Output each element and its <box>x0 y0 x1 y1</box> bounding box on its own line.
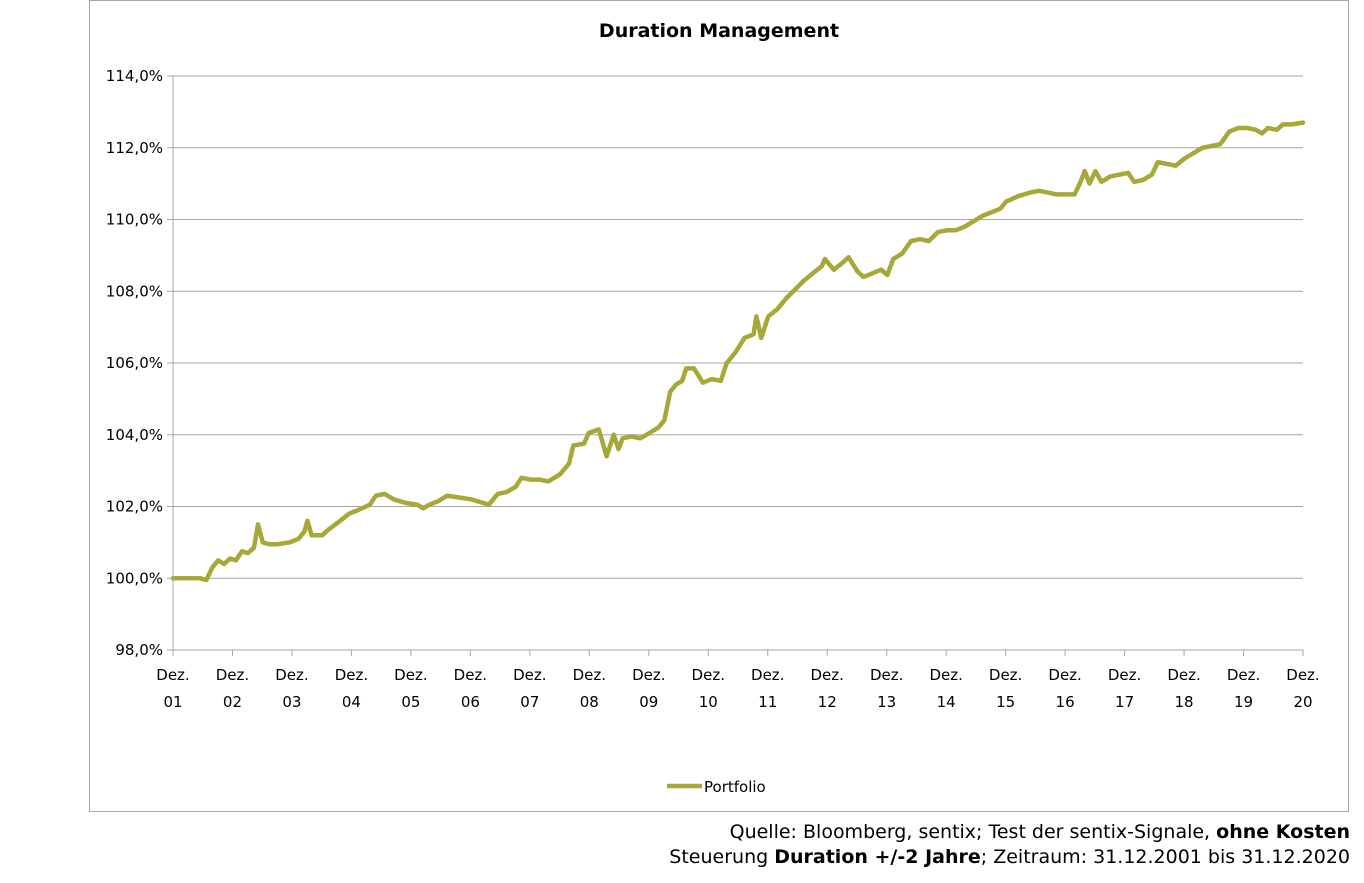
legend: Portfolio <box>667 778 766 796</box>
x-tick-label-year: 03 <box>282 693 301 711</box>
x-tick-label-month: Dez. <box>1286 666 1319 684</box>
y-tick-label: 108,0% <box>106 282 163 300</box>
x-tick-label-year: 20 <box>1293 693 1312 711</box>
y-tick-label: 106,0% <box>106 354 163 372</box>
x-tick-label-month: Dez. <box>1048 666 1081 684</box>
y-tick-label: 100,0% <box>106 569 163 587</box>
x-tick-label-month: Dez. <box>573 666 606 684</box>
series-layer <box>170 120 1306 583</box>
x-tick-label-month: Dez. <box>513 666 546 684</box>
x-tick-label-year: 09 <box>639 693 658 711</box>
y-tick-label: 104,0% <box>106 426 163 444</box>
y-tick-labels: 98,0% 100,0% 102,0% 104,0% 106,0% 108,0% 110,0… <box>106 67 163 659</box>
x-tick-label-year: 12 <box>818 693 837 711</box>
series-line-portfolio <box>170 120 1306 583</box>
x-tick-labels: Dez. 01 Dez. 02 Dez. 03 Dez. 04 Dez. 05 Dez. 06 Dez.… <box>156 666 1319 711</box>
axes <box>172 76 1304 656</box>
x-tick-label-month: Dez. <box>632 666 665 684</box>
line-chart: Duration Management 98,0% 100,0% 102,0% 104… <box>106 20 1320 796</box>
x-tick-label-month: Dez. <box>275 666 308 684</box>
footnote-line-2: Steuerung Duration +/-2 Jahre; Zeitraum:… <box>669 845 1350 870</box>
x-tick-label-month: Dez. <box>1108 666 1141 684</box>
x-tick-label-year: 06 <box>461 693 480 711</box>
footnote-duration-note: Duration +/-2 Jahre <box>774 846 981 868</box>
x-tick-label-year: 08 <box>580 693 599 711</box>
footnote-period-text: ; Zeitraum: 31.12.2001 bis 31.12.2020 <box>980 846 1350 868</box>
x-tick-label-month: Dez. <box>335 666 368 684</box>
x-tick-label-year: 16 <box>1056 693 1075 711</box>
x-tick-label-year: 17 <box>1115 693 1134 711</box>
x-tick-label-year: 07 <box>520 693 539 711</box>
x-tick-label-year: 14 <box>937 693 956 711</box>
y-tick-label: 114,0% <box>106 67 163 85</box>
x-tick-label-month: Dez. <box>394 666 427 684</box>
x-tick-label-month: Dez. <box>692 666 725 684</box>
y-tick-label: 98,0% <box>115 641 163 659</box>
footnote-line-1: Quelle: Bloomberg, sentix; Test der sent… <box>669 820 1350 845</box>
x-tick-label-year: 01 <box>163 693 182 711</box>
x-tick-label-month: Dez. <box>870 666 903 684</box>
x-tick-label-month: Dez. <box>989 666 1022 684</box>
x-tick-label-month: Dez. <box>929 666 962 684</box>
footnote-source-text: Quelle: Bloomberg, sentix; Test der sent… <box>729 821 1217 843</box>
x-tick-label-year: 10 <box>699 693 718 711</box>
x-tick-label-month: Dez. <box>1167 666 1200 684</box>
x-tick-label-month: Dez. <box>156 666 189 684</box>
gridlines <box>167 75 1303 651</box>
chart-title: Duration Management <box>599 20 839 42</box>
x-tick-label-year: 18 <box>1175 693 1194 711</box>
x-tick-label-month: Dez. <box>810 666 843 684</box>
x-tick-label-year: 19 <box>1234 693 1253 711</box>
y-tick-label: 102,0% <box>106 498 163 516</box>
chart-frame: Duration Management 98,0% 100,0% 102,0% 104… <box>89 0 1349 812</box>
source-footnote: Quelle: Bloomberg, sentix; Test der sent… <box>669 820 1350 870</box>
footnote-cost-note: ohne Kosten <box>1216 821 1350 843</box>
x-tick-label-year: 15 <box>996 693 1015 711</box>
x-tick-label-month: Dez. <box>454 666 487 684</box>
x-tick-label-month: Dez. <box>216 666 249 684</box>
x-tick-label-month: Dez. <box>1227 666 1260 684</box>
y-tick-label: 110,0% <box>106 211 163 229</box>
x-tick-label-year: 13 <box>877 693 896 711</box>
x-tick-label-year: 05 <box>401 693 420 711</box>
x-tick-label-year: 11 <box>758 693 777 711</box>
footnote-control-text: Steuerung <box>669 846 775 868</box>
x-tick-label-year: 02 <box>223 693 242 711</box>
x-tick-label-month: Dez. <box>751 666 784 684</box>
x-tick-label-year: 04 <box>342 693 361 711</box>
y-tick-label: 112,0% <box>106 139 163 157</box>
legend-label-portfolio: Portfolio <box>704 778 766 796</box>
